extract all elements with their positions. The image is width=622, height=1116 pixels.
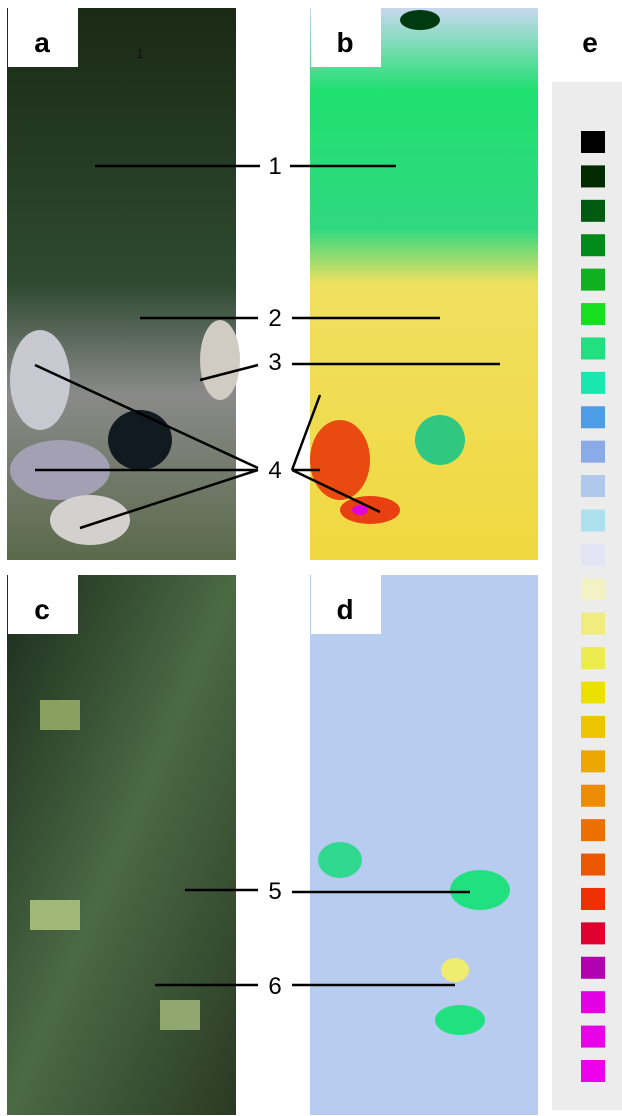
panel-label: a [34,27,50,58]
lake [108,410,172,470]
legend-swatch [581,957,605,979]
patch [435,1005,485,1035]
legend-swatch [581,131,605,153]
legend-swatch [581,165,605,187]
inset-mark: 1 [136,46,143,61]
legend-swatch [581,785,605,807]
mine [200,320,240,400]
marker-label: 3 [268,349,281,376]
legend-swatch [581,750,605,772]
panel-label: d [336,594,353,625]
marker-label: 2 [268,305,281,332]
legend-swatch [581,578,605,600]
figure: a b c d e 1 1 2 3 4 5 6 [0,0,622,1116]
legend-swatch [581,406,605,428]
hotspot [310,420,370,500]
legend-swatch [581,922,605,944]
marker-label: 4 [268,457,281,484]
legend-swatch [581,888,605,910]
panel-label: e [582,27,598,58]
legend-swatch [581,1026,605,1048]
legend-swatch [581,200,605,222]
legend-swatch [581,544,605,566]
legend-swatch [581,303,605,325]
field [30,900,80,930]
legend-swatch [581,716,605,738]
legend-swatch [581,441,605,463]
legend-swatch [581,234,605,256]
legend-swatch [581,682,605,704]
panel-label: c [34,594,50,625]
hotspot [340,496,400,524]
marker-label: 6 [268,973,281,1000]
legend-swatch [581,819,605,841]
image-c [7,575,236,1115]
legend-swatch [581,372,605,394]
marker-label: 1 [268,153,281,180]
legend-swatch [581,647,605,669]
mine [10,330,70,430]
legend-swatch [581,613,605,635]
panel-label: b [336,27,353,58]
legend-swatch [581,509,605,531]
marker-label: 5 [268,878,281,905]
legend-swatch [581,991,605,1013]
patch [415,415,465,465]
field [40,700,80,730]
legend-swatch [581,854,605,876]
field [160,1000,200,1030]
patch [318,842,362,878]
patch [450,870,510,910]
legend-swatch [581,1060,605,1082]
patch [400,10,440,30]
legend-swatch [581,269,605,291]
legend-swatch [581,475,605,497]
legend-swatch [581,337,605,359]
mine [50,495,130,545]
patch [441,958,469,982]
page: {"panels": [{"label": "a"}, {"label": "b… [0,0,622,1116]
